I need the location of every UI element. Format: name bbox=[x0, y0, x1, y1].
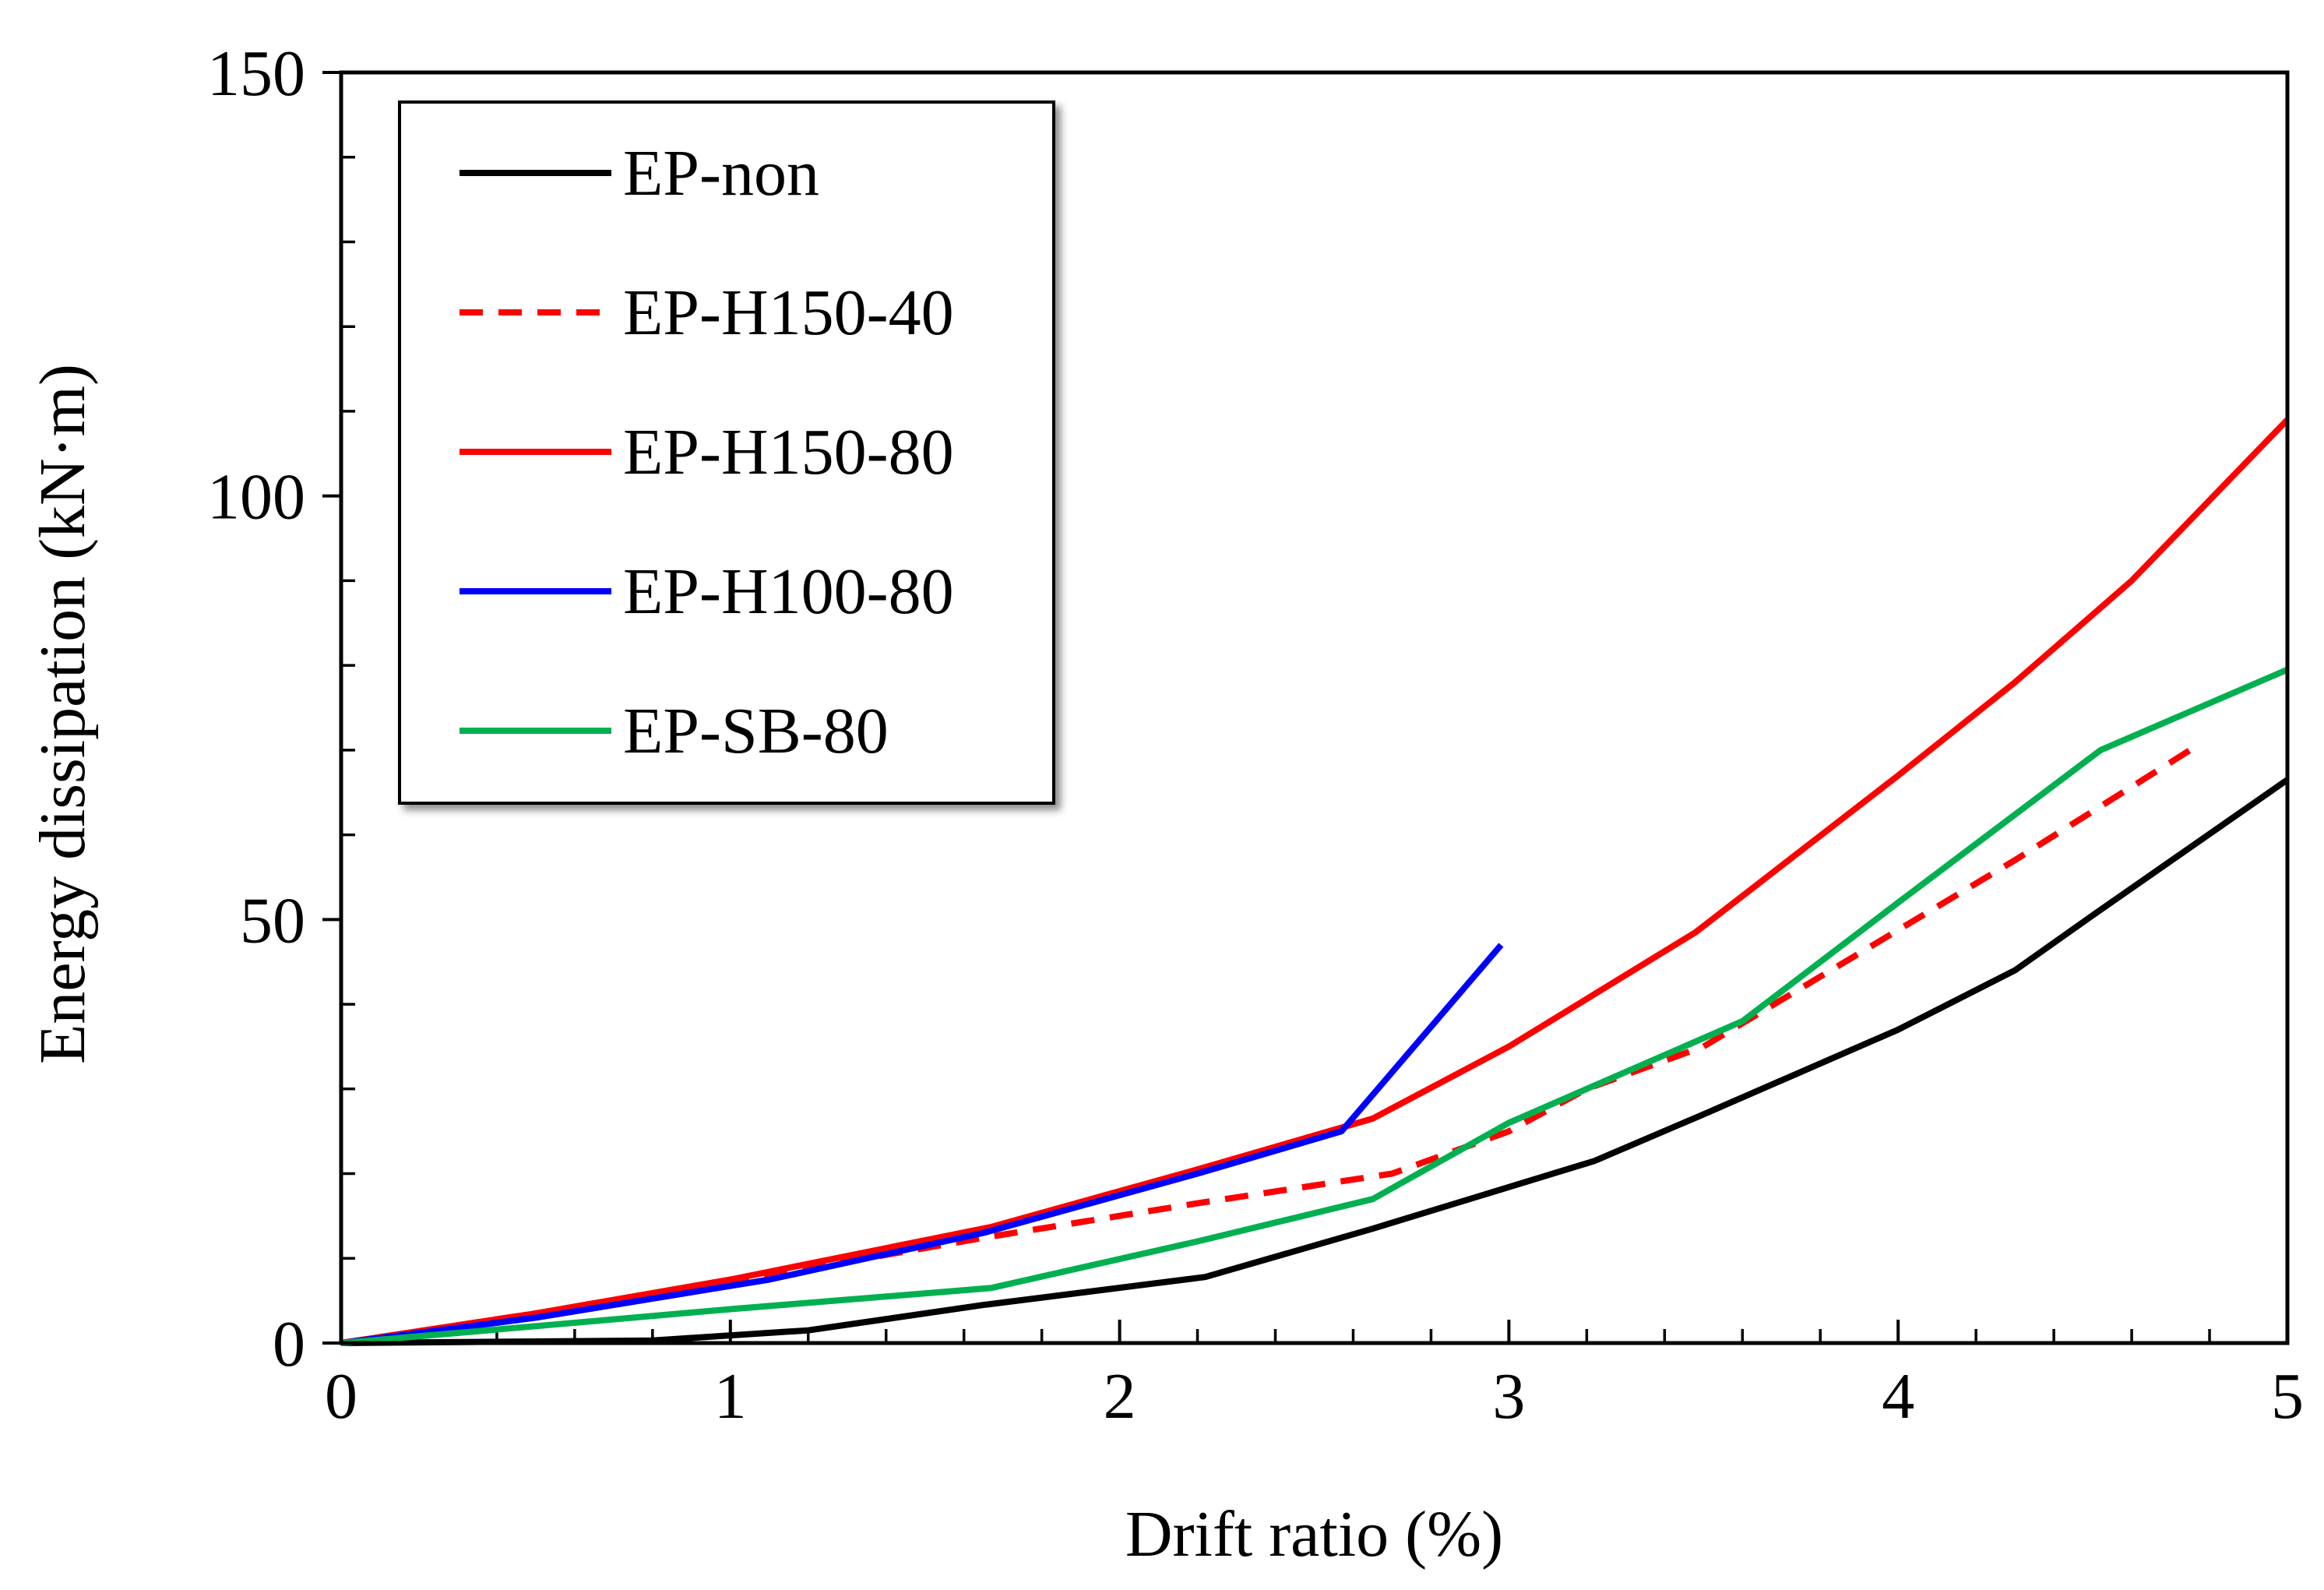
series-line-ep-h150-40 bbox=[340, 747, 2192, 1346]
legend: EP-non EP-H150-40 EP-H150-80 EP-H100-80 EP-S… bbox=[398, 100, 1055, 805]
x-tick-label: 4 bbox=[1882, 1360, 1914, 1433]
y-axis-title: Energy dissipation (kN·m) bbox=[26, 364, 99, 1064]
legend-label-ep-h150-40: EP-H150-40 bbox=[623, 277, 954, 349]
series-layer bbox=[340, 418, 2290, 1346]
legend-label-ep-h150-80: EP-H150-80 bbox=[623, 416, 954, 488]
series-line-ep-h100-80 bbox=[340, 943, 1504, 1346]
y-tick-label: 50 bbox=[240, 884, 305, 957]
legend-label-ep-h100-80: EP-H100-80 bbox=[623, 555, 954, 628]
x-tick-label: 1 bbox=[714, 1360, 747, 1433]
x-tick-label: 3 bbox=[1492, 1360, 1525, 1433]
x-tick-label: 2 bbox=[1104, 1360, 1136, 1433]
legend-label-ep-non: EP-non bbox=[623, 137, 819, 210]
series-line-ep-h150-80 bbox=[340, 418, 2290, 1346]
series-line-ep-non bbox=[340, 777, 2290, 1346]
series-line-ep-sb-80 bbox=[340, 666, 2289, 1346]
x-tick-label: 5 bbox=[2271, 1360, 2304, 1433]
y-tick-label: 150 bbox=[207, 37, 305, 110]
y-tick-label: 100 bbox=[207, 461, 305, 534]
plot-area-frame bbox=[339, 70, 2290, 1345]
y-tick-label: 0 bbox=[273, 1308, 305, 1380]
x-tick-label: 0 bbox=[325, 1360, 357, 1433]
labels-layer: Drift ratio (%) Energy dissipation (kN·m… bbox=[26, 37, 2304, 1571]
x-axis-title: Drift ratio (%) bbox=[1125, 1498, 1503, 1571]
legend-label-ep-sb-80: EP-SB-80 bbox=[623, 695, 889, 767]
